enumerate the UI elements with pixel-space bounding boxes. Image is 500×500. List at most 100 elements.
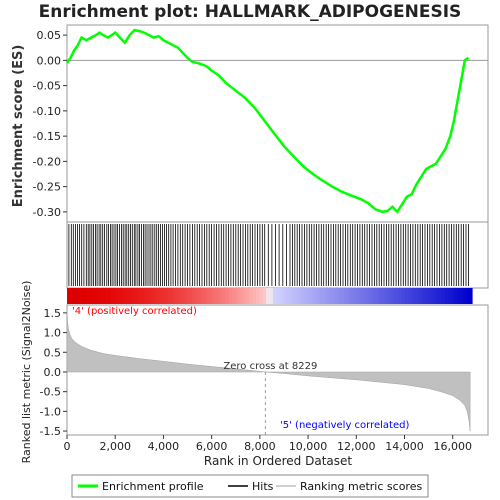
color-bar-segment: [337, 288, 341, 304]
color-bar-segment: [124, 288, 129, 304]
es-y-tick-label: 0.05: [37, 29, 62, 42]
color-bar-segment: [90, 288, 95, 304]
color-bar-segment: [272, 288, 277, 304]
legend-ranking-metric: Ranking metric scores: [300, 480, 422, 493]
positive-annotation: '4' (positively correlated): [72, 306, 197, 317]
chart-title: Enrichment plot: HALLMARK_ADIPOGENESIS: [39, 2, 462, 22]
color-bar-segment: [350, 288, 355, 304]
color-bar-segment: [391, 288, 395, 304]
es-y-tick-label: 0.00: [37, 54, 62, 67]
legend-hits: Hits: [252, 480, 274, 493]
color-bar-segment: [222, 288, 227, 304]
color-bar-segment: [195, 288, 200, 304]
es-y-tick-label: -0.10: [33, 105, 61, 118]
x-tick-label: 0: [64, 440, 71, 453]
color-bar-segment: [158, 288, 163, 304]
color-bar-segment: [401, 288, 406, 304]
color-bar-segment: [397, 288, 402, 304]
metric-y-axis: 1.5 1.0 0.5 0.0 -0.5 -1.0 -1.5: [40, 307, 67, 438]
color-bar-segment: [225, 288, 230, 304]
color-bar-segment: [242, 288, 247, 304]
color-bar-segment: [235, 288, 240, 304]
color-bar-segment: [127, 288, 132, 304]
color-bar-segment: [252, 288, 257, 304]
color-bar-segment: [428, 288, 433, 304]
negative-annotation: '5' (negatively correlated): [280, 420, 409, 431]
color-bar-segment: [343, 288, 348, 304]
color-bar-segment: [110, 288, 115, 304]
color-bar-segment: [384, 288, 389, 304]
color-bar-segment: [198, 288, 203, 304]
color-bar-segment: [333, 288, 338, 304]
color-bar-segment: [205, 288, 210, 304]
x-tick-label: 2,000: [99, 440, 131, 453]
color-bar-segment: [107, 288, 112, 304]
color-bar-segment: [353, 288, 358, 304]
color-bar-segment: [441, 288, 446, 304]
color-bar-segment: [141, 288, 146, 304]
color-bar-segment: [212, 288, 217, 304]
color-bar-segment: [404, 288, 409, 304]
color-bar-segment: [414, 288, 419, 304]
color-bar-segment: [97, 288, 102, 304]
metric-y-tick-label: -1.5: [40, 425, 61, 438]
color-bar-segment: [394, 288, 399, 304]
color-bar-segment: [411, 288, 416, 304]
x-axis: 0 2,000 4,000 6,000 8,000 10,000 12,000 14,000 1…: [64, 435, 472, 453]
metric-y-tick-label: -1.0: [40, 405, 61, 418]
color-bar-segment: [269, 288, 274, 304]
color-bar-segment: [144, 288, 149, 304]
color-bar-segment: [259, 288, 264, 304]
color-bar-segment: [229, 288, 233, 304]
color-bar-segment: [114, 288, 119, 304]
color-bar-segment: [232, 288, 237, 304]
es-y-tick-label: -0.05: [33, 80, 61, 93]
es-y-tick-label: -0.25: [33, 181, 61, 194]
color-bar-segment: [104, 288, 109, 304]
metric-y-tick-label: 0.5: [44, 346, 62, 359]
color-bar-segment: [377, 288, 382, 304]
color-bar-segment: [360, 288, 365, 304]
color-bar-segment: [468, 288, 473, 304]
color-bar-segment: [148, 288, 152, 304]
color-bar-segment: [215, 288, 220, 304]
color-bar-segment: [418, 288, 422, 304]
enrichment-profile-line: [65, 28, 470, 214]
color-bar-segment: [245, 288, 250, 304]
color-bar-segment: [77, 288, 82, 304]
color-bar-segment: [407, 288, 412, 304]
color-bar-segment: [70, 288, 75, 304]
color-bar-segment: [326, 288, 331, 304]
color-bar-segment: [323, 288, 328, 304]
color-bar-segment: [421, 288, 426, 304]
color-bar-segment: [181, 288, 186, 304]
color-bar-segment: [424, 288, 429, 304]
x-tick-label: 12,000: [337, 440, 376, 453]
color-bar-segment: [262, 288, 267, 304]
legend-enrichment-profile: Enrichment profile: [102, 480, 204, 493]
color-bar-segment: [431, 288, 436, 304]
color-bar-segment: [310, 288, 314, 304]
color-bar-segment: [316, 288, 321, 304]
x-tick-label: 10,000: [289, 440, 328, 453]
color-bar-segment: [171, 288, 176, 304]
es-y-label: Enrichment score (ES): [11, 45, 26, 208]
color-bar-segment: [175, 288, 179, 304]
color-bar-segment: [94, 288, 98, 304]
x-tick-label: 8,000: [244, 440, 276, 453]
color-bar-segment: [357, 288, 362, 304]
color-bar-segment: [445, 288, 449, 304]
color-bar-segment: [87, 288, 92, 304]
color-bar-segment: [131, 288, 136, 304]
color-bar-segment: [387, 288, 392, 304]
x-tick-label: 14,000: [385, 440, 424, 453]
color-bar-segment: [283, 288, 287, 304]
color-bar-segment: [168, 288, 173, 304]
color-bar-segment: [330, 288, 335, 304]
color-bar-segment: [306, 288, 311, 304]
color-bar-segment: [461, 288, 466, 304]
color-bar-segment: [320, 288, 325, 304]
metric-y-tick-label: 1.5: [44, 307, 62, 320]
color-bar-segment: [279, 288, 284, 304]
